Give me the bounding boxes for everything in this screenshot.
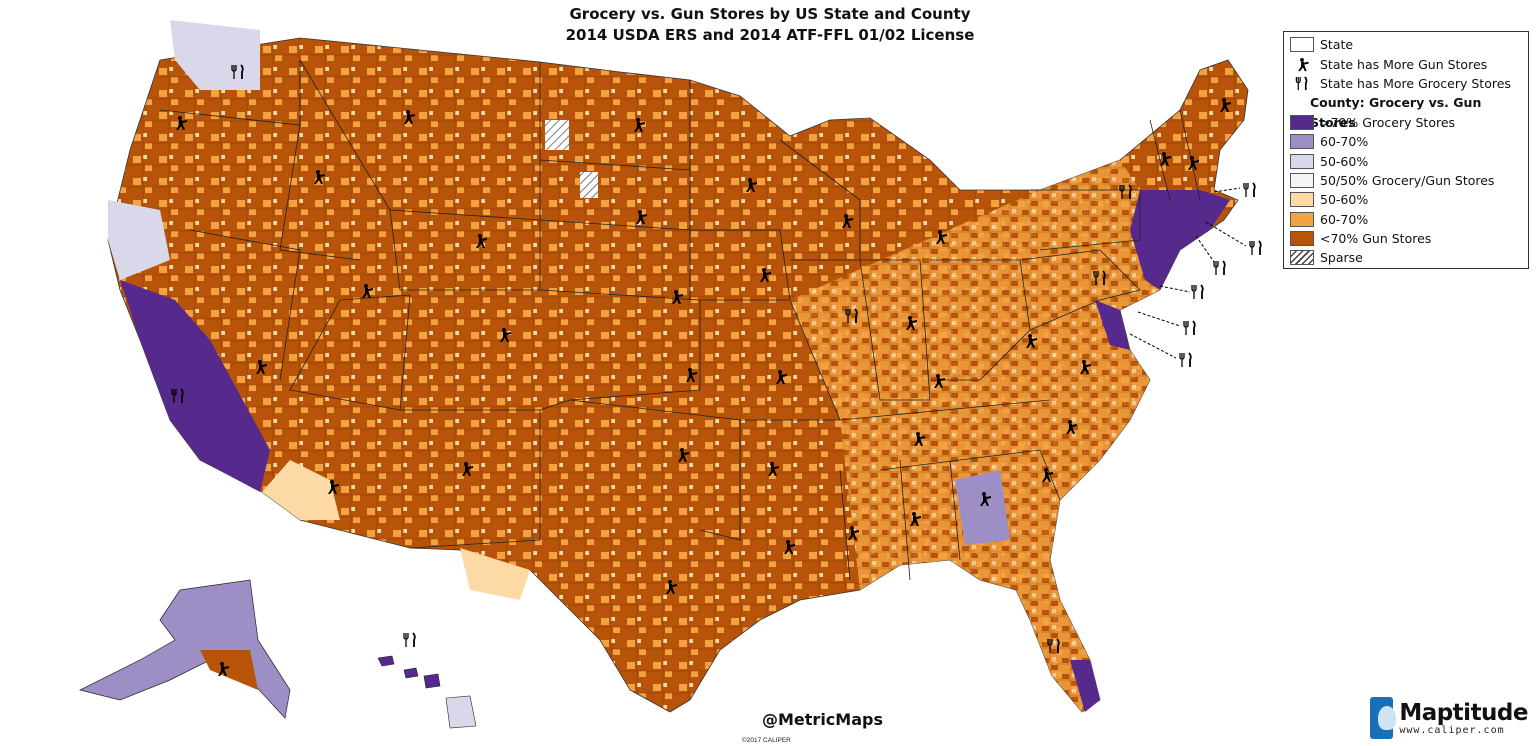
texas-light-region: [460, 548, 530, 600]
legend-grocery-state-label: State has More Grocery Stores: [1320, 75, 1511, 91]
maryland-grocery-region: [1095, 300, 1130, 350]
california-north-grocery-region: [108, 200, 170, 280]
author-credit: @MetricMaps: [762, 710, 883, 729]
legend-class-label: 60-70%: [1320, 134, 1369, 150]
class-swatch-sparse: [1290, 250, 1314, 266]
copyright-text: ©2017 CALIPER: [742, 737, 791, 744]
legend-class-label: <70% Gun Stores: [1320, 231, 1432, 247]
legend-class-row: <70% Gun Stores: [1290, 229, 1522, 248]
class-swatch-grocery-60: [1290, 134, 1314, 150]
brand-url: www.caliper.com: [1399, 724, 1505, 736]
leader-lines: [1129, 187, 1247, 359]
legend-class-row: 60-70%: [1290, 132, 1522, 151]
legend-class-row: >70% Grocery Stores: [1290, 113, 1522, 132]
legend-class-label: 50-60%: [1320, 153, 1369, 169]
california-grocery-region: [120, 280, 270, 492]
map-title: Grocery vs. Gun Stores by US State and C…: [470, 4, 1070, 46]
legend-gun-state-row: State has More Gun Stores: [1290, 54, 1522, 73]
hawaii-shape: [377, 655, 477, 729]
washington-grocery-region: [170, 20, 260, 90]
georgia-grocery-region: [955, 470, 1010, 545]
legend-class-row: 60-70%: [1290, 210, 1522, 229]
maptitude-brand: Maptitude www.caliper.com: [1370, 695, 1528, 741]
brand-name: Maptitude: [1399, 699, 1528, 726]
legend-class-label: >70% Grocery Stores: [1320, 114, 1456, 130]
northeast-grocery-region: [1130, 190, 1230, 290]
legend-class-row: 50-60%: [1290, 190, 1522, 209]
state-boundaries: [159, 59, 1201, 581]
florida-grocery-region: [1070, 660, 1100, 712]
legend-state-row: State: [1290, 35, 1522, 54]
legend-class-label: Sparse: [1320, 250, 1363, 266]
gunman-icon: [1290, 57, 1314, 72]
class-swatch-grocery-50: [1290, 153, 1314, 169]
map-legend: State State has More Gun Stores State ha…: [1283, 31, 1529, 269]
state-swatch: [1290, 37, 1314, 53]
title-line-1: Grocery vs. Gun Stores by US State and C…: [569, 5, 971, 23]
legend-class-row: 50/50% Grocery/Gun Stores: [1290, 171, 1522, 190]
legend-gun-state-label: State has More Gun Stores: [1320, 56, 1488, 72]
legend-county-header: County: Grocery vs. Gun Stores: [1310, 95, 1482, 130]
class-swatch-gun-60: [1290, 211, 1314, 227]
class-swatch-gun-50: [1290, 192, 1314, 208]
eastern-region-shape: [790, 160, 1180, 712]
sparse-area-1: [545, 120, 569, 150]
legend-class-row: 50-60%: [1290, 151, 1522, 170]
alaska-shape: [78, 579, 291, 719]
legend-state-label: State: [1320, 37, 1354, 53]
legend-class-label: 50-60%: [1320, 192, 1369, 208]
legend-class-label: 60-70%: [1320, 211, 1369, 227]
arizona-light-region: [262, 460, 340, 520]
class-swatch-grocery-70: [1290, 114, 1314, 130]
class-swatch-gun-70: [1290, 231, 1314, 247]
legend-grocery-state-row: State has More Grocery Stores: [1290, 74, 1522, 93]
fork-knife-icon: [1290, 76, 1314, 91]
title-line-2: 2014 USDA ERS and 2014 ATF-FFL 01/02 Lic…: [565, 26, 975, 44]
class-swatch-even: [1290, 172, 1314, 188]
legend-class-label: 50/50% Grocery/Gun Stores: [1320, 172, 1495, 188]
legend-class-row: Sparse: [1290, 248, 1522, 267]
maptitude-logo-icon: [1370, 697, 1397, 739]
sparse-area-2: [580, 172, 598, 198]
